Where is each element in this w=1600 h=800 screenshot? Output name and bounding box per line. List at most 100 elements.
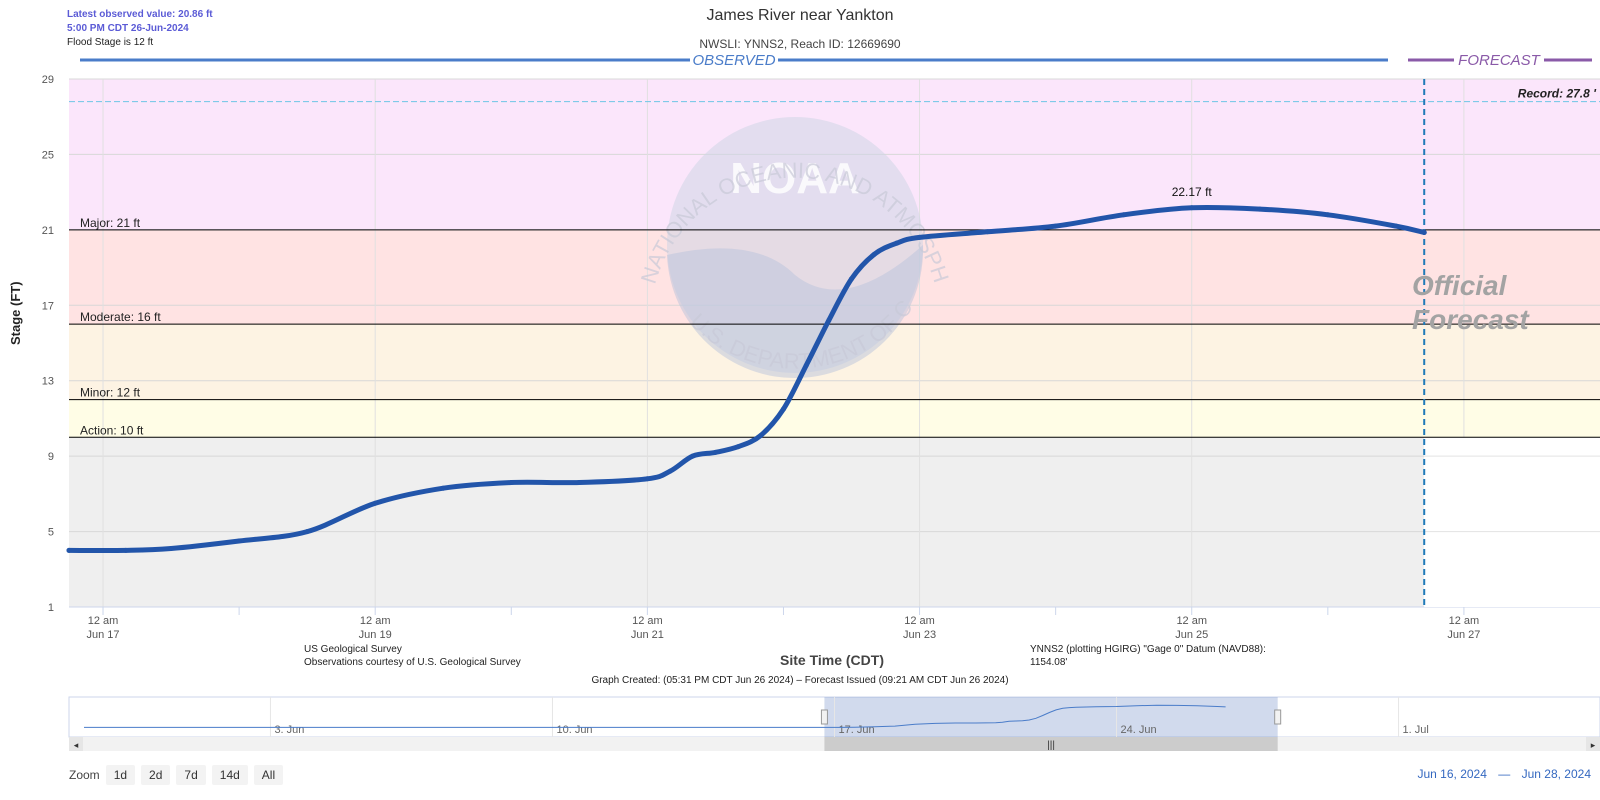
scrollbar-left-arrow: ◂ <box>74 740 79 750</box>
flood-label-action: Action: 10 ft <box>80 423 144 437</box>
graph-created-note: Graph Created: (05:31 PM CDT Jun 26 2024… <box>591 675 1009 686</box>
y-tick-label: 9 <box>48 451 54 463</box>
x-tick-label-date: Jun 25 <box>1175 629 1208 641</box>
official-forecast-text-1: Official <box>1412 270 1508 301</box>
y-tick-label: 17 <box>42 300 54 312</box>
forecast-label-bg <box>1454 52 1544 68</box>
flood-label-major: Major: 21 ft <box>80 216 141 230</box>
official-forecast-text-2: Forecast <box>1412 304 1530 335</box>
stage-data-point <box>690 453 696 459</box>
stage-data-point <box>758 432 764 438</box>
flood-label-minor: Minor: 12 ft <box>80 386 141 400</box>
navigator-selection <box>824 697 1278 737</box>
x-tick-label-date: Jun 23 <box>903 629 936 641</box>
stage-data-point <box>508 480 514 486</box>
stage-data-point <box>917 234 923 240</box>
source-agency: US Geological Survey <box>304 644 402 655</box>
forecast-background <box>1424 437 1600 607</box>
range-sep: — <box>1498 767 1511 781</box>
zoom-1d-button[interactable]: 1d <box>105 765 136 785</box>
datum-line2: 1154.08' <box>1030 657 1068 668</box>
stage-data-point <box>304 529 310 535</box>
x-tick-label-time: 12 am <box>904 615 935 627</box>
stage-data-point <box>985 229 991 235</box>
x-axis-title: Site Time (CDT) <box>780 652 884 668</box>
scrollbar-right-arrow: ▸ <box>1591 740 1596 750</box>
y-tick-label: 1 <box>48 602 54 614</box>
stage-data-point <box>735 444 741 450</box>
stage-data-point <box>1121 212 1127 218</box>
latest-info: Latest observed value: 20.86 ft 5:00 PM … <box>67 8 213 50</box>
range-to[interactable]: Jun 28, 2024 <box>1521 767 1591 781</box>
stage-data-point <box>826 317 832 323</box>
zoom-all-button[interactable]: All <box>253 765 284 785</box>
flood-band-action <box>69 399 1600 438</box>
navigator-left-handle[interactable] <box>820 709 828 725</box>
stage-data-point <box>780 406 786 412</box>
stage-data-point <box>1421 229 1427 235</box>
noaa-watermark-wave <box>667 245 924 379</box>
date-range: Jun 16, 2024 — Jun 28, 2024 <box>1414 767 1596 781</box>
observed-label-bg <box>690 52 778 68</box>
navigator-date-label: 1. Jul <box>1403 724 1429 736</box>
zoom-controls: Zoom 1d 2d 7d 14d All <box>69 765 284 785</box>
noaa-watermark-text: NOAA <box>730 154 860 203</box>
navigator-date-label: 17. Jun <box>839 724 875 736</box>
navigator-date-label: 24. Jun <box>1121 724 1157 736</box>
zoom-14d-button[interactable]: 14d <box>211 765 248 785</box>
scrollbar-left-button[interactable] <box>69 737 83 751</box>
navigator-right-handle[interactable] <box>1274 709 1282 725</box>
stage-series-line <box>66 204 1427 554</box>
stage-data-point <box>1257 206 1263 212</box>
stage-data-point <box>1189 205 1195 211</box>
chart-title: James River near Yankton <box>706 7 894 24</box>
latest-observed-value: Latest observed value: 20.86 ft <box>67 9 213 20</box>
peak-label: 22.17 ft <box>1172 185 1213 199</box>
below-action-band <box>69 437 1425 607</box>
navigator-scrollbar-thumb[interactable] <box>824 737 1278 751</box>
navigator-series-line <box>84 704 1226 728</box>
stage-data-point <box>1393 223 1399 229</box>
source-courtesy: Observations courtesy of U.S. Geological… <box>304 657 521 668</box>
stage-data-point <box>576 480 582 486</box>
stage-data-point <box>123 547 129 553</box>
datum-note: YNNS2 (plotting HGIRG) "Gage 0" Datum (N… <box>1030 643 1266 669</box>
stage-data-point <box>440 485 446 491</box>
forecast-label: FORECAST <box>1458 52 1542 69</box>
flood-stage-note: Flood Stage is 12 ft <box>67 37 154 48</box>
x-tick-label-time: 12 am <box>360 615 391 627</box>
navigator-date-label: 3. Jun <box>274 724 304 736</box>
zoom-2d-button[interactable]: 2d <box>141 765 171 785</box>
stage-data-point <box>66 547 72 553</box>
stage-data-point <box>871 251 877 257</box>
x-tick-label-date: Jun 21 <box>631 629 664 641</box>
y-tick-label: 5 <box>48 527 54 539</box>
observed-label: OBSERVED <box>692 52 775 69</box>
x-tick-label-time: 12 am <box>1176 615 1207 627</box>
x-tick-label-date: Jun 27 <box>1447 629 1480 641</box>
stage-data-point <box>894 240 900 246</box>
zoom-7d-button[interactable]: 7d <box>176 765 206 785</box>
y-tick-label: 29 <box>42 74 54 86</box>
scrollbar-grip: ||| <box>1047 740 1055 751</box>
stage-data-point <box>236 538 242 544</box>
chart-subtitle: NWSLI: YNNS2, Reach ID: 12669690 <box>699 37 901 51</box>
stage-data-point <box>712 449 718 455</box>
stage-data-point <box>1325 212 1331 218</box>
y-tick-label: 13 <box>42 376 54 388</box>
navigator-date-label: 10. Jun <box>556 724 592 736</box>
scrollbar-right-button[interactable] <box>1586 737 1600 751</box>
x-tick-label-time: 12 am <box>1449 615 1480 627</box>
source-note: US Geological Survey Observations courte… <box>304 643 521 669</box>
flood-label-moderate: Moderate: 16 ft <box>80 310 161 324</box>
y-tick-label: 25 <box>42 149 54 161</box>
datum-line1: YNNS2 (plotting HGIRG) "Gage 0" Datum (N… <box>1030 644 1266 655</box>
record-label: Record: 27.8 ' <box>1518 87 1597 101</box>
range-from[interactable]: Jun 16, 2024 <box>1417 767 1487 781</box>
zoom-label: Zoom <box>69 768 100 782</box>
stage-data-point <box>849 276 855 282</box>
stage-data-point <box>644 476 650 482</box>
stage-data-point <box>168 546 174 552</box>
latest-observed-time: 5:00 PM CDT 26-Jun-2024 <box>67 23 189 34</box>
